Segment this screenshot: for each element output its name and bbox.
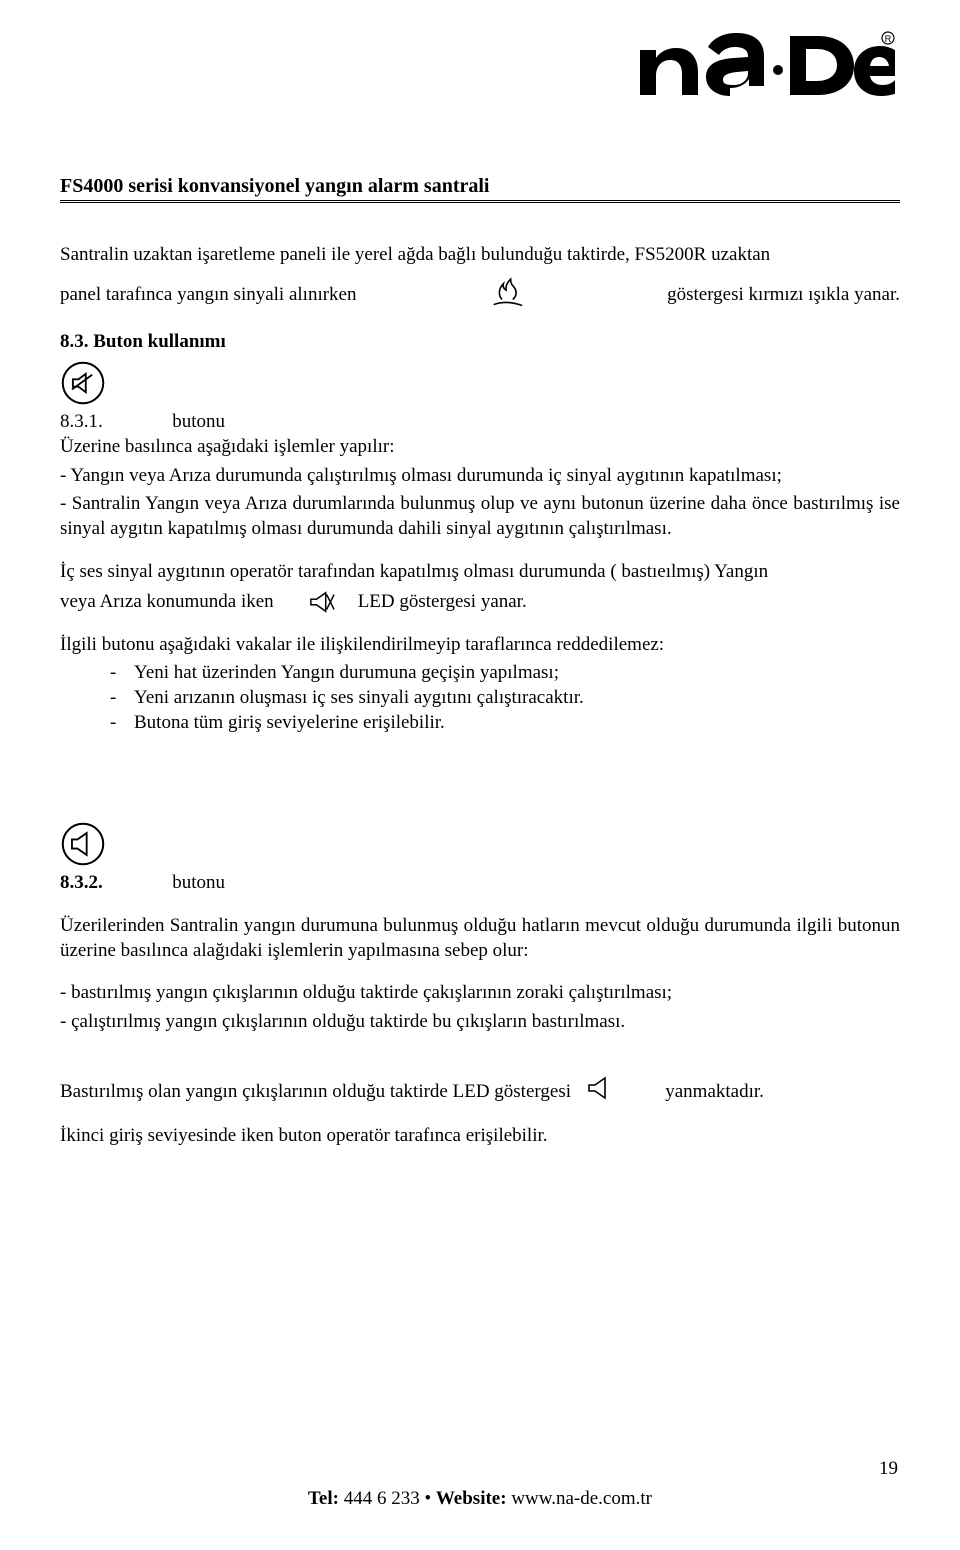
para-7b: yanmaktadır. [665, 1081, 764, 1102]
para-3b-post: LED göstergesi yanar. [358, 590, 527, 615]
bullet-1: Yeni hat üzerinden Yangın durumuna geçiş… [134, 661, 559, 686]
para-3: İç ses sinyal aygıtının operatör tarafın… [60, 560, 900, 585]
page-number: 19 [879, 1458, 898, 1480]
para-6b: - çalıştırılmış yangın çıkışlarının oldu… [60, 1010, 900, 1035]
para-2b: - Yangın veya Arıza durumunda çalıştırıl… [60, 464, 900, 489]
footer-web-label: Website: [436, 1488, 507, 1509]
para-1b-post: göstergesi kırmızı ışıkla yanar. [667, 283, 900, 308]
heading-8-3: 8.3. Buton kullanımı [60, 330, 900, 355]
footer-sep: • [420, 1488, 436, 1509]
heading-8-3-1-num: 8.3.1. [60, 411, 103, 432]
bullet-3: Butona tüm giriş seviyelerine erişilebil… [134, 711, 445, 736]
footer-web: www.na-de.com.tr [507, 1488, 652, 1509]
para-7a: Bastırılmış olan yangın çıkışlarının old… [60, 1081, 571, 1102]
heading-8-3-1-label: butonu [172, 411, 225, 432]
para-3b-pre: veya Arıza konumunda iken [60, 590, 274, 615]
para-4: İlgili butonu aşağıdaki vakalar ile iliş… [60, 633, 900, 658]
para-2a: Üzerine basılınca aşağıdaki işlemler yap… [60, 435, 900, 460]
bullet-list: -Yeni hat üzerinden Yangın durumuna geçi… [110, 661, 900, 735]
brand-logo: R [635, 30, 895, 105]
para-1a: Santralin uzaktan işaretleme paneli ile … [60, 243, 900, 268]
mute-speaker-button-icon [60, 360, 106, 406]
crossed-speaker-icon [308, 589, 336, 615]
page-body: Santralin uzaktan işaretleme paneli ile … [60, 243, 900, 1149]
bullet-2: Yeni arızanın oluşması iç ses sinyali ay… [134, 686, 584, 711]
page-footer: Tel: 444 6 233 • Website: www.na-de.com.… [0, 1488, 960, 1510]
speaker-icon [586, 1075, 616, 1101]
para-1b-pre: panel tarafınca yangın sinyali alınırken [60, 283, 357, 308]
para-6a: - bastırılmış yangın çıkışlarının olduğu… [60, 981, 900, 1006]
para-8: İkinci giriş seviyesinde iken buton oper… [60, 1124, 900, 1149]
para-5: Üzerilerinden Santralin yangın durumuna … [60, 914, 900, 963]
para-2c: - Santralin Yangın veya Arıza durumların… [60, 492, 900, 541]
footer-tel-label: Tel: [308, 1488, 339, 1509]
speaker-button-icon [60, 821, 106, 867]
svg-text:R: R [885, 34, 892, 44]
page-title: FS4000 serisi konvansiyonel yangın alarm… [60, 175, 900, 203]
heading-8-3-2-label: butonu [172, 872, 225, 893]
footer-tel: 444 6 233 [339, 1488, 420, 1509]
heading-8-3-2-num: 8.3.2. [60, 872, 103, 893]
flame-icon [488, 272, 526, 308]
